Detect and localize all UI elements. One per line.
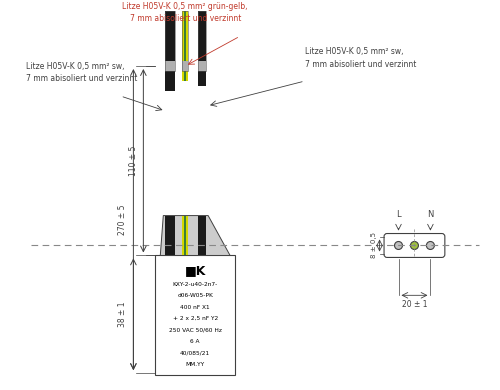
- FancyBboxPatch shape: [384, 234, 445, 257]
- Bar: [156, 255, 235, 375]
- Text: + 2 x 2,5 nF Y2: + 2 x 2,5 nF Y2: [172, 316, 218, 321]
- Bar: [182, 11, 188, 71]
- Bar: [182, 216, 188, 255]
- Bar: [198, 216, 206, 255]
- Text: 40/085/21: 40/085/21: [180, 351, 210, 356]
- Bar: [166, 61, 175, 71]
- Bar: [198, 61, 206, 71]
- Bar: [182, 11, 188, 81]
- Text: L: L: [396, 209, 401, 218]
- Polygon shape: [160, 216, 230, 255]
- Text: ■K: ■K: [184, 264, 206, 277]
- Text: Litze H05V-K 0,5 mm² sw,: Litze H05V-K 0,5 mm² sw,: [305, 47, 404, 56]
- Text: 7 mm abisoliert und verzinnt: 7 mm abisoliert und verzinnt: [305, 60, 416, 69]
- Bar: [166, 11, 175, 71]
- Text: 8 ± 0,5: 8 ± 0,5: [370, 232, 376, 259]
- Bar: [198, 11, 206, 71]
- Text: Litze H05V-K 0,5 mm² sw,: Litze H05V-K 0,5 mm² sw,: [26, 62, 124, 71]
- Text: 7 mm abisoliert und verzinnt: 7 mm abisoliert und verzinnt: [26, 74, 137, 83]
- Text: 110 ± 5: 110 ± 5: [130, 145, 138, 176]
- Bar: [166, 11, 175, 91]
- Text: 7 mm abisoliert und verzinnt: 7 mm abisoliert und verzinnt: [130, 14, 241, 23]
- Text: 250 VAC 50/60 Hz: 250 VAC 50/60 Hz: [168, 328, 222, 333]
- Circle shape: [410, 241, 418, 250]
- Text: MM.YY: MM.YY: [186, 362, 204, 367]
- Bar: [198, 11, 206, 86]
- Text: Litze H05V-K 0,5 mm² grün-gelb,: Litze H05V-K 0,5 mm² grün-gelb,: [122, 2, 248, 11]
- Text: 400 nF X1: 400 nF X1: [180, 305, 210, 310]
- Circle shape: [426, 241, 434, 250]
- Text: 270 ± 5: 270 ± 5: [118, 204, 128, 235]
- Bar: [166, 216, 175, 255]
- Bar: [184, 216, 186, 255]
- Circle shape: [394, 241, 402, 250]
- Text: 20 ± 1: 20 ± 1: [402, 300, 427, 309]
- Text: 38 ± 1: 38 ± 1: [118, 301, 128, 327]
- Text: N: N: [427, 209, 434, 218]
- Bar: [184, 11, 186, 81]
- Bar: [182, 61, 188, 71]
- Text: d06-W05-PK: d06-W05-PK: [177, 293, 213, 298]
- Text: 6 A: 6 A: [190, 339, 200, 344]
- Text: KXY-2-u40-2n7-: KXY-2-u40-2n7-: [172, 282, 218, 287]
